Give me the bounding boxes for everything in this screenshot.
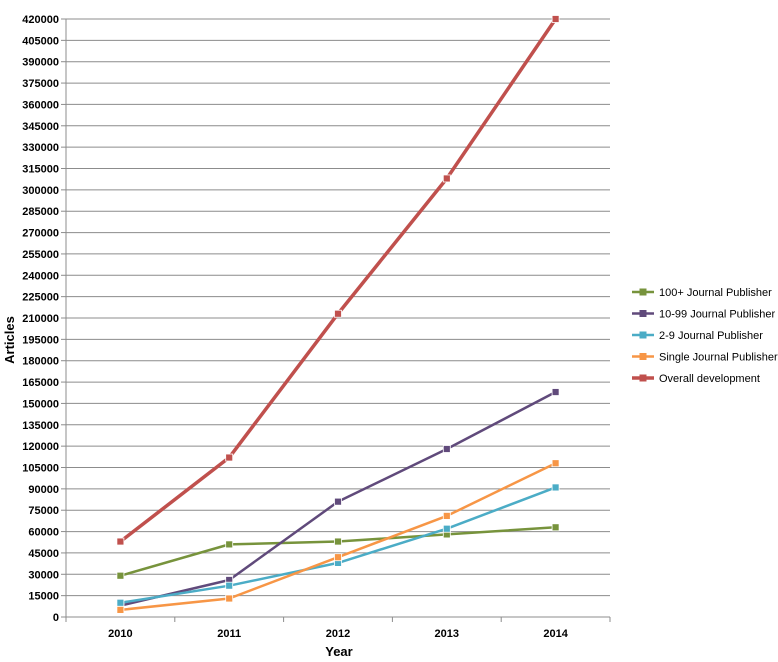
y-tick-label: 210000: [22, 313, 59, 325]
y-tick-label: 330000: [22, 142, 59, 154]
y-tick-label: 90000: [28, 484, 59, 496]
legend-label: 10-99 Journal Publisher: [659, 309, 776, 321]
series-line: [119, 18, 558, 543]
x-tick-label: 2014: [543, 628, 568, 640]
data-point: [225, 540, 234, 549]
data-point: [334, 497, 342, 506]
x-tick-label: 2012: [326, 628, 350, 640]
data-point: [442, 174, 451, 183]
y-tick-label: 285000: [22, 206, 59, 218]
legend-label: 2-9 Journal Publisher: [659, 330, 763, 342]
y-tick-label: 195000: [22, 334, 59, 346]
y-tick-label: 315000: [22, 164, 59, 176]
data-point: [551, 388, 560, 396]
legend-swatch-marker: [639, 331, 647, 339]
legend-label: Overall development: [659, 373, 760, 385]
data-point: [442, 512, 451, 520]
data-point: [225, 594, 234, 603]
y-tick-label: 390000: [22, 57, 59, 69]
y-tick-label: 135000: [22, 420, 59, 432]
series-lines: [116, 15, 560, 614]
series-line: [120, 462, 557, 612]
legend-label: Single Journal Publisher: [659, 352, 778, 364]
y-tick-label: 345000: [22, 121, 59, 133]
data-point: [225, 453, 234, 462]
y-tick-label: 300000: [22, 185, 59, 197]
legend: 100+ Journal Publisher 10-99 Journal Publ…: [632, 287, 778, 385]
y-tick-label: 165000: [22, 377, 59, 389]
x-tick-label: 2011: [217, 628, 241, 640]
legend-swatch-marker: [639, 310, 647, 317]
data-point: [551, 483, 560, 492]
y-tick-label: 405000: [22, 35, 59, 47]
y-tick-label: 180000: [22, 356, 59, 368]
data-point: [116, 598, 125, 607]
y-tick-label: 45000: [28, 548, 59, 560]
data-point: [116, 537, 125, 546]
y-tick-label: 120000: [22, 441, 59, 453]
data-point: [334, 309, 342, 318]
x-tick-label: 2013: [435, 628, 459, 640]
y-tick-label: 240000: [22, 270, 59, 282]
data-point: [334, 553, 342, 562]
y-axis-title: Articles: [2, 316, 17, 364]
x-tick-label: 2010: [108, 628, 132, 640]
y-tick-label: 30000: [28, 569, 59, 581]
y-tick-label: 360000: [22, 99, 59, 111]
data-point: [442, 445, 451, 453]
series-line: [120, 526, 556, 577]
data-point: [225, 581, 234, 590]
y-tick-label: 270000: [22, 228, 59, 240]
legend-label: 100+ Journal Publisher: [659, 287, 772, 299]
data-point: [116, 571, 125, 580]
legend-swatch-marker: [639, 374, 647, 382]
data-point: [334, 537, 342, 546]
legend-swatch-marker: [639, 353, 647, 360]
y-tick-label: 15000: [28, 591, 59, 603]
data-point: [551, 459, 560, 468]
y-tick-label: 420000: [22, 14, 59, 26]
y-axis-ticks: 0 15000 30000 45000 60000 75000 90000 105000 120…: [22, 14, 66, 624]
y-tick-label: 105000: [22, 463, 59, 475]
y-tick-label: 150000: [22, 398, 59, 410]
y-tick-label: 60000: [28, 527, 59, 539]
gridlines: [66, 18, 610, 597]
y-tick-label: 255000: [22, 249, 59, 261]
legend-swatch-marker: [639, 288, 647, 296]
data-point: [116, 605, 125, 614]
x-axis-title: Year: [325, 644, 352, 659]
data-point: [551, 523, 560, 532]
y-tick-label: 0: [53, 612, 59, 624]
data-point: [551, 15, 560, 23]
x-axis-ticks: 2010 2011 2012 2013 2014: [65, 617, 611, 640]
y-tick-label: 75000: [28, 505, 59, 517]
y-tick-label: 375000: [22, 78, 59, 90]
data-point: [442, 524, 451, 533]
y-tick-label: 225000: [22, 292, 59, 304]
